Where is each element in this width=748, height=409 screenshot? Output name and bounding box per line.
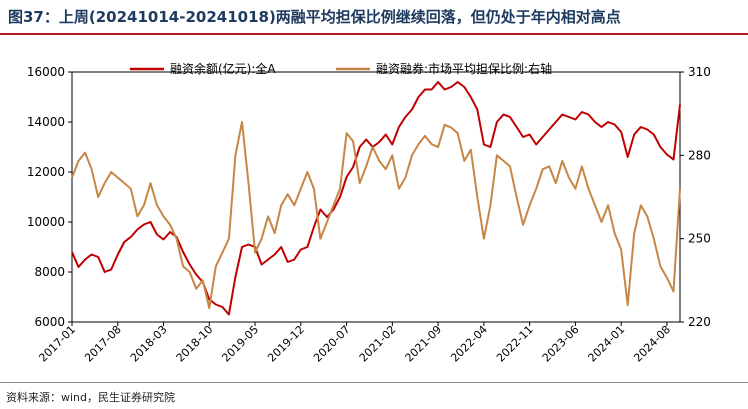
x-tick-label: 2022-04 <box>448 323 490 365</box>
x-tick-label: 2019-12 <box>265 323 307 365</box>
plot-frame <box>71 71 681 323</box>
left-tick-label: 16000 <box>27 65 65 79</box>
chart-title: 图37：上周(20241014-20241018)两融平均担保比例继续回落，但仍… <box>8 8 621 26</box>
legend-label: 融资融券:市场平均担保比例:右轴 <box>376 61 552 76</box>
left-tick-label: 14000 <box>27 115 65 129</box>
series-collateral-ratio-line <box>71 121 681 310</box>
series-margin-balance-line <box>71 81 681 316</box>
x-tick-label: 2024-01 <box>586 323 628 365</box>
x-tick-label: 2022-11 <box>494 323 536 365</box>
chart-legend: 融资余额(亿元):全A 融资融券:市场平均担保比例:右轴 <box>130 61 552 76</box>
left-tick-label: 12000 <box>27 165 65 179</box>
chart-series <box>71 81 681 316</box>
x-tick-label: 2021-09 <box>403 323 445 365</box>
x-tick-label: 2024-08 <box>631 323 673 365</box>
x-tick-label: 2020-07 <box>311 323 353 365</box>
right-tick-label: 280 <box>688 148 711 162</box>
right-tick-label: 250 <box>688 232 711 246</box>
source-note: 资料来源：wind，民生证券研究院 <box>6 391 176 404</box>
left-tick-label: 8000 <box>34 265 65 279</box>
chart-axes: 6000 8000 10000 12000 14000 16000 220 250 280 310… <box>27 65 711 365</box>
x-tick-label: 2017-01 <box>36 323 78 365</box>
right-tick-label: 220 <box>688 315 711 329</box>
left-tick-label: 10000 <box>27 215 65 229</box>
legend-label: 融资余额(亿元):全A <box>170 61 276 76</box>
footer-divider <box>0 382 748 383</box>
x-tick-label: 2021-02 <box>357 323 399 365</box>
x-tick-label: 2023-06 <box>540 323 582 365</box>
dual-axis-line-chart: 6000 8000 10000 12000 14000 16000 220 250 280 310… <box>27 61 711 365</box>
x-tick-label: 2018-10 <box>174 323 216 365</box>
x-tick-label: 2019-05 <box>219 323 261 365</box>
left-tick-label: 6000 <box>34 315 65 329</box>
x-tick-label: 2018-03 <box>128 323 170 365</box>
title-divider <box>0 33 748 35</box>
x-tick-label: 2017-08 <box>82 323 124 365</box>
right-tick-label: 310 <box>688 65 711 79</box>
